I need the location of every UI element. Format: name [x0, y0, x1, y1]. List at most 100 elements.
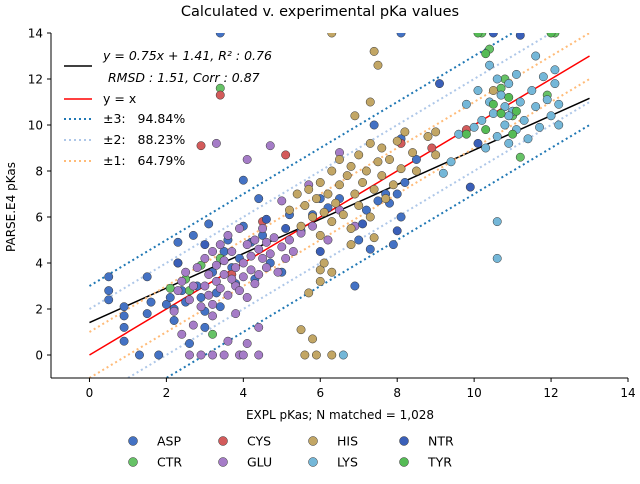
point-his	[323, 189, 333, 199]
point-tyr	[546, 33, 556, 38]
x-tick-label: 4	[240, 386, 248, 400]
point-glu	[235, 224, 244, 233]
point-lys	[477, 115, 487, 125]
point-lys	[446, 157, 456, 167]
point-asp	[119, 336, 129, 346]
point-his	[431, 127, 441, 137]
point-his	[304, 184, 314, 194]
point-his	[315, 230, 325, 240]
point-lys	[550, 79, 560, 89]
point-his	[342, 171, 352, 181]
point-his	[392, 136, 402, 146]
point-asp	[104, 272, 114, 282]
point-asp	[215, 33, 225, 38]
point-ntr	[281, 224, 291, 233]
point-glu	[258, 224, 268, 233]
point-his	[396, 164, 406, 174]
x-tick-label: 2	[163, 386, 171, 400]
legend-marker-asp	[128, 436, 138, 446]
point-lys	[461, 99, 471, 109]
x-axis-label: EXPL pKas; N matched = 1,028	[246, 408, 434, 422]
y-tick-label: 12	[28, 73, 43, 87]
point-asp	[119, 311, 129, 321]
point-glu	[188, 281, 198, 291]
y-axis-label: PARSE.E4 pKas	[4, 162, 18, 252]
point-glu	[238, 272, 248, 282]
point-glu	[273, 267, 283, 277]
point-cys	[215, 90, 225, 100]
point-his	[381, 194, 391, 204]
point-asp	[369, 120, 379, 130]
x-axis-ticks: 0 2 4 6 8 10 12 14	[86, 378, 636, 400]
point-ctr	[515, 152, 525, 162]
point-glu	[323, 235, 333, 245]
point-glu	[246, 265, 256, 275]
point-glu	[208, 350, 218, 360]
y-axis-ticks: 0 2 4 6 8 10 12 14	[28, 27, 51, 363]
point-glu	[288, 247, 298, 256]
point-his	[327, 33, 337, 38]
line-legend: y = 0.75x + 1.41, R² : 0.76 RMSD : 1.51,…	[64, 48, 272, 168]
point-ntr	[435, 79, 444, 89]
point-asp	[400, 178, 410, 187]
point-lys	[527, 86, 537, 95]
point-lys	[511, 69, 521, 79]
line-band2-lower	[125, 101, 591, 378]
point-his	[373, 157, 383, 167]
point-his	[327, 267, 337, 277]
point-lys	[438, 168, 448, 178]
point-ntr	[473, 138, 483, 148]
point-asp	[165, 293, 175, 302]
point-asp	[169, 316, 179, 325]
point-lys	[454, 129, 464, 139]
point-glu	[254, 244, 264, 254]
point-his	[411, 166, 421, 176]
point-asp	[204, 219, 214, 229]
point-glu	[173, 286, 183, 296]
point-his	[361, 166, 371, 176]
point-glu	[196, 302, 206, 312]
point-lys	[504, 138, 514, 148]
point-his	[327, 350, 337, 360]
legend-marker-ctr	[128, 457, 138, 467]
y-tick-label: 10	[28, 119, 43, 133]
point-asp	[188, 230, 198, 240]
point-his	[300, 350, 310, 360]
legend-label-lys: LYS	[337, 455, 358, 470]
point-glu	[261, 263, 271, 273]
legend-band3-label: ±3: 94.84%	[103, 111, 185, 126]
point-his	[335, 180, 344, 190]
point-glu	[204, 290, 214, 300]
point-his	[315, 265, 325, 275]
x-tick-label: 14	[620, 386, 635, 400]
point-his	[365, 97, 375, 107]
point-glu	[250, 235, 260, 245]
point-glu	[242, 155, 252, 164]
line-identity	[89, 55, 590, 356]
point-asp	[135, 350, 144, 360]
y-tick-label: 2	[35, 303, 43, 317]
point-lys	[496, 90, 506, 100]
point-his	[315, 276, 325, 286]
point-glu	[235, 286, 244, 296]
point-his	[319, 258, 329, 268]
point-his	[311, 350, 321, 360]
point-his	[488, 86, 498, 95]
point-glu	[265, 141, 275, 151]
point-cys	[427, 143, 437, 153]
point-glu	[254, 350, 264, 360]
point-glu	[219, 350, 229, 360]
point-lys	[500, 120, 510, 130]
point-asp	[365, 244, 375, 254]
point-glu	[254, 270, 264, 279]
point-glu	[208, 299, 218, 309]
point-asp	[396, 33, 406, 38]
point-asp	[373, 196, 383, 206]
point-lys	[473, 86, 483, 95]
point-lys	[554, 120, 564, 130]
point-glu	[285, 235, 294, 245]
point-tyr	[473, 33, 483, 38]
point-glu	[258, 253, 268, 263]
point-glu	[277, 242, 287, 252]
point-tyr	[488, 99, 498, 109]
